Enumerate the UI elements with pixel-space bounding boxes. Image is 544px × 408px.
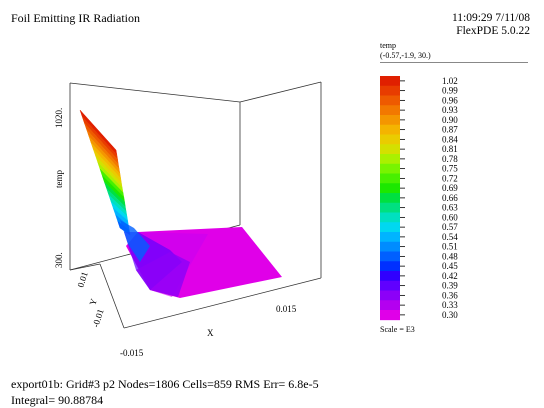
run-stats: export01b: Grid#3 p2 Nodes=1806 Cells=85… (11, 377, 319, 391)
legend-swatch (380, 280, 400, 291)
box-edge (99, 263, 125, 329)
legend-tick-label: 0.63 (442, 203, 458, 213)
legend-tick-label: 0.87 (442, 125, 458, 135)
legend-swatch (380, 222, 400, 233)
legend-tick-label: 0.39 (442, 281, 458, 291)
legend-swatch (380, 154, 400, 165)
legend-swatch (380, 173, 400, 184)
legend-swatch (380, 183, 400, 194)
legend-tick-label: 0.54 (442, 232, 458, 242)
x-tick-high: 0.015 (276, 304, 297, 314)
legend-swatch (380, 124, 400, 135)
legend-tick-label: 0.60 (442, 212, 458, 222)
legend-tick-label: 0.66 (442, 193, 458, 203)
y-tick-low: -0.01 (90, 308, 105, 329)
legend-swatch (380, 134, 400, 145)
legend-tick-label: 0.81 (442, 144, 458, 154)
software-version: FlexPDE 5.0.22 (456, 25, 530, 38)
z-tick-top: 1020. (54, 108, 64, 128)
legend-swatch (380, 261, 400, 272)
legend-swatch (380, 300, 400, 311)
box-edge (239, 81, 322, 103)
integral-value: Integral= 90.88784 (11, 393, 104, 407)
legend-tick-label: 0.72 (442, 173, 458, 183)
legend-swatch (380, 232, 400, 243)
legend-scale-note: Scale = E3 (380, 325, 415, 334)
color-legend-ticks: 1.020.990.960.930.900.870.840.810.780.75… (400, 76, 458, 320)
legend-tick-label: 0.75 (442, 164, 458, 174)
legend-tick-label: 0.45 (442, 261, 458, 271)
legend-swatch (380, 212, 400, 223)
y-axis-label: Y (87, 297, 99, 307)
legend-tick-label: 0.99 (442, 86, 458, 96)
color-legend-bar (380, 76, 400, 321)
x-axis-label: X (207, 328, 214, 338)
z-axis-label: temp (54, 170, 64, 188)
legend-tick-label: 0.78 (442, 154, 458, 164)
box-edge (69, 82, 241, 103)
legend-tick-label: 0.57 (442, 222, 458, 232)
legend-swatch (380, 115, 400, 126)
legend-tick-label: 0.51 (442, 242, 458, 252)
surface-curve-blue (120, 220, 150, 262)
legend-tick-label: 0.69 (442, 183, 458, 193)
legend-tick-label: 1.02 (442, 76, 458, 86)
legend-variable: temp (380, 41, 396, 50)
legend-tick-label: 0.42 (442, 271, 458, 281)
legend-tick-label: 0.36 (442, 290, 458, 300)
legend-swatch (380, 310, 400, 321)
surface-wall (79, 109, 131, 236)
legend-swatch (380, 76, 400, 87)
legend-swatch (380, 271, 400, 282)
legend-swatch (380, 144, 400, 155)
y-tick-high: 0.01 (75, 271, 89, 289)
box-edge (123, 277, 322, 329)
legend-tick-label: 0.90 (442, 115, 458, 125)
legend-divider (380, 62, 528, 63)
timestamp-block: 11:09:29 7/11/08 FlexPDE 5.0.22 (452, 12, 530, 38)
legend-swatch (380, 290, 400, 301)
legend-swatch (380, 105, 400, 116)
legend-swatch (380, 251, 400, 262)
legend-swatch (380, 241, 400, 252)
legend-tick-label: 0.30 (442, 310, 458, 320)
run-timestamp: 11:09:29 7/11/08 (451, 12, 530, 24)
legend-swatch (380, 85, 400, 96)
legend-tick-label: 0.84 (442, 134, 458, 144)
legend-tick-label: 0.48 (442, 251, 458, 261)
legend-swatch (380, 202, 400, 213)
z-tick-bottom: 300. (54, 252, 64, 268)
box-edge (69, 263, 101, 271)
surface-curve-low (136, 252, 190, 297)
legend-tick-label: 0.96 (442, 95, 458, 105)
legend-tick-label: 0.33 (442, 300, 458, 310)
x-tick-low: -0.015 (120, 348, 144, 358)
plot-title: Foil Emitting IR Radiation (11, 11, 140, 25)
legend-swatch (380, 193, 400, 204)
legend-swatch (380, 163, 400, 174)
legend-view-point: (-0.57,-1.9, 30.) (380, 51, 431, 60)
legend-swatch (380, 95, 400, 106)
legend-tick-label: 0.93 (442, 105, 458, 115)
